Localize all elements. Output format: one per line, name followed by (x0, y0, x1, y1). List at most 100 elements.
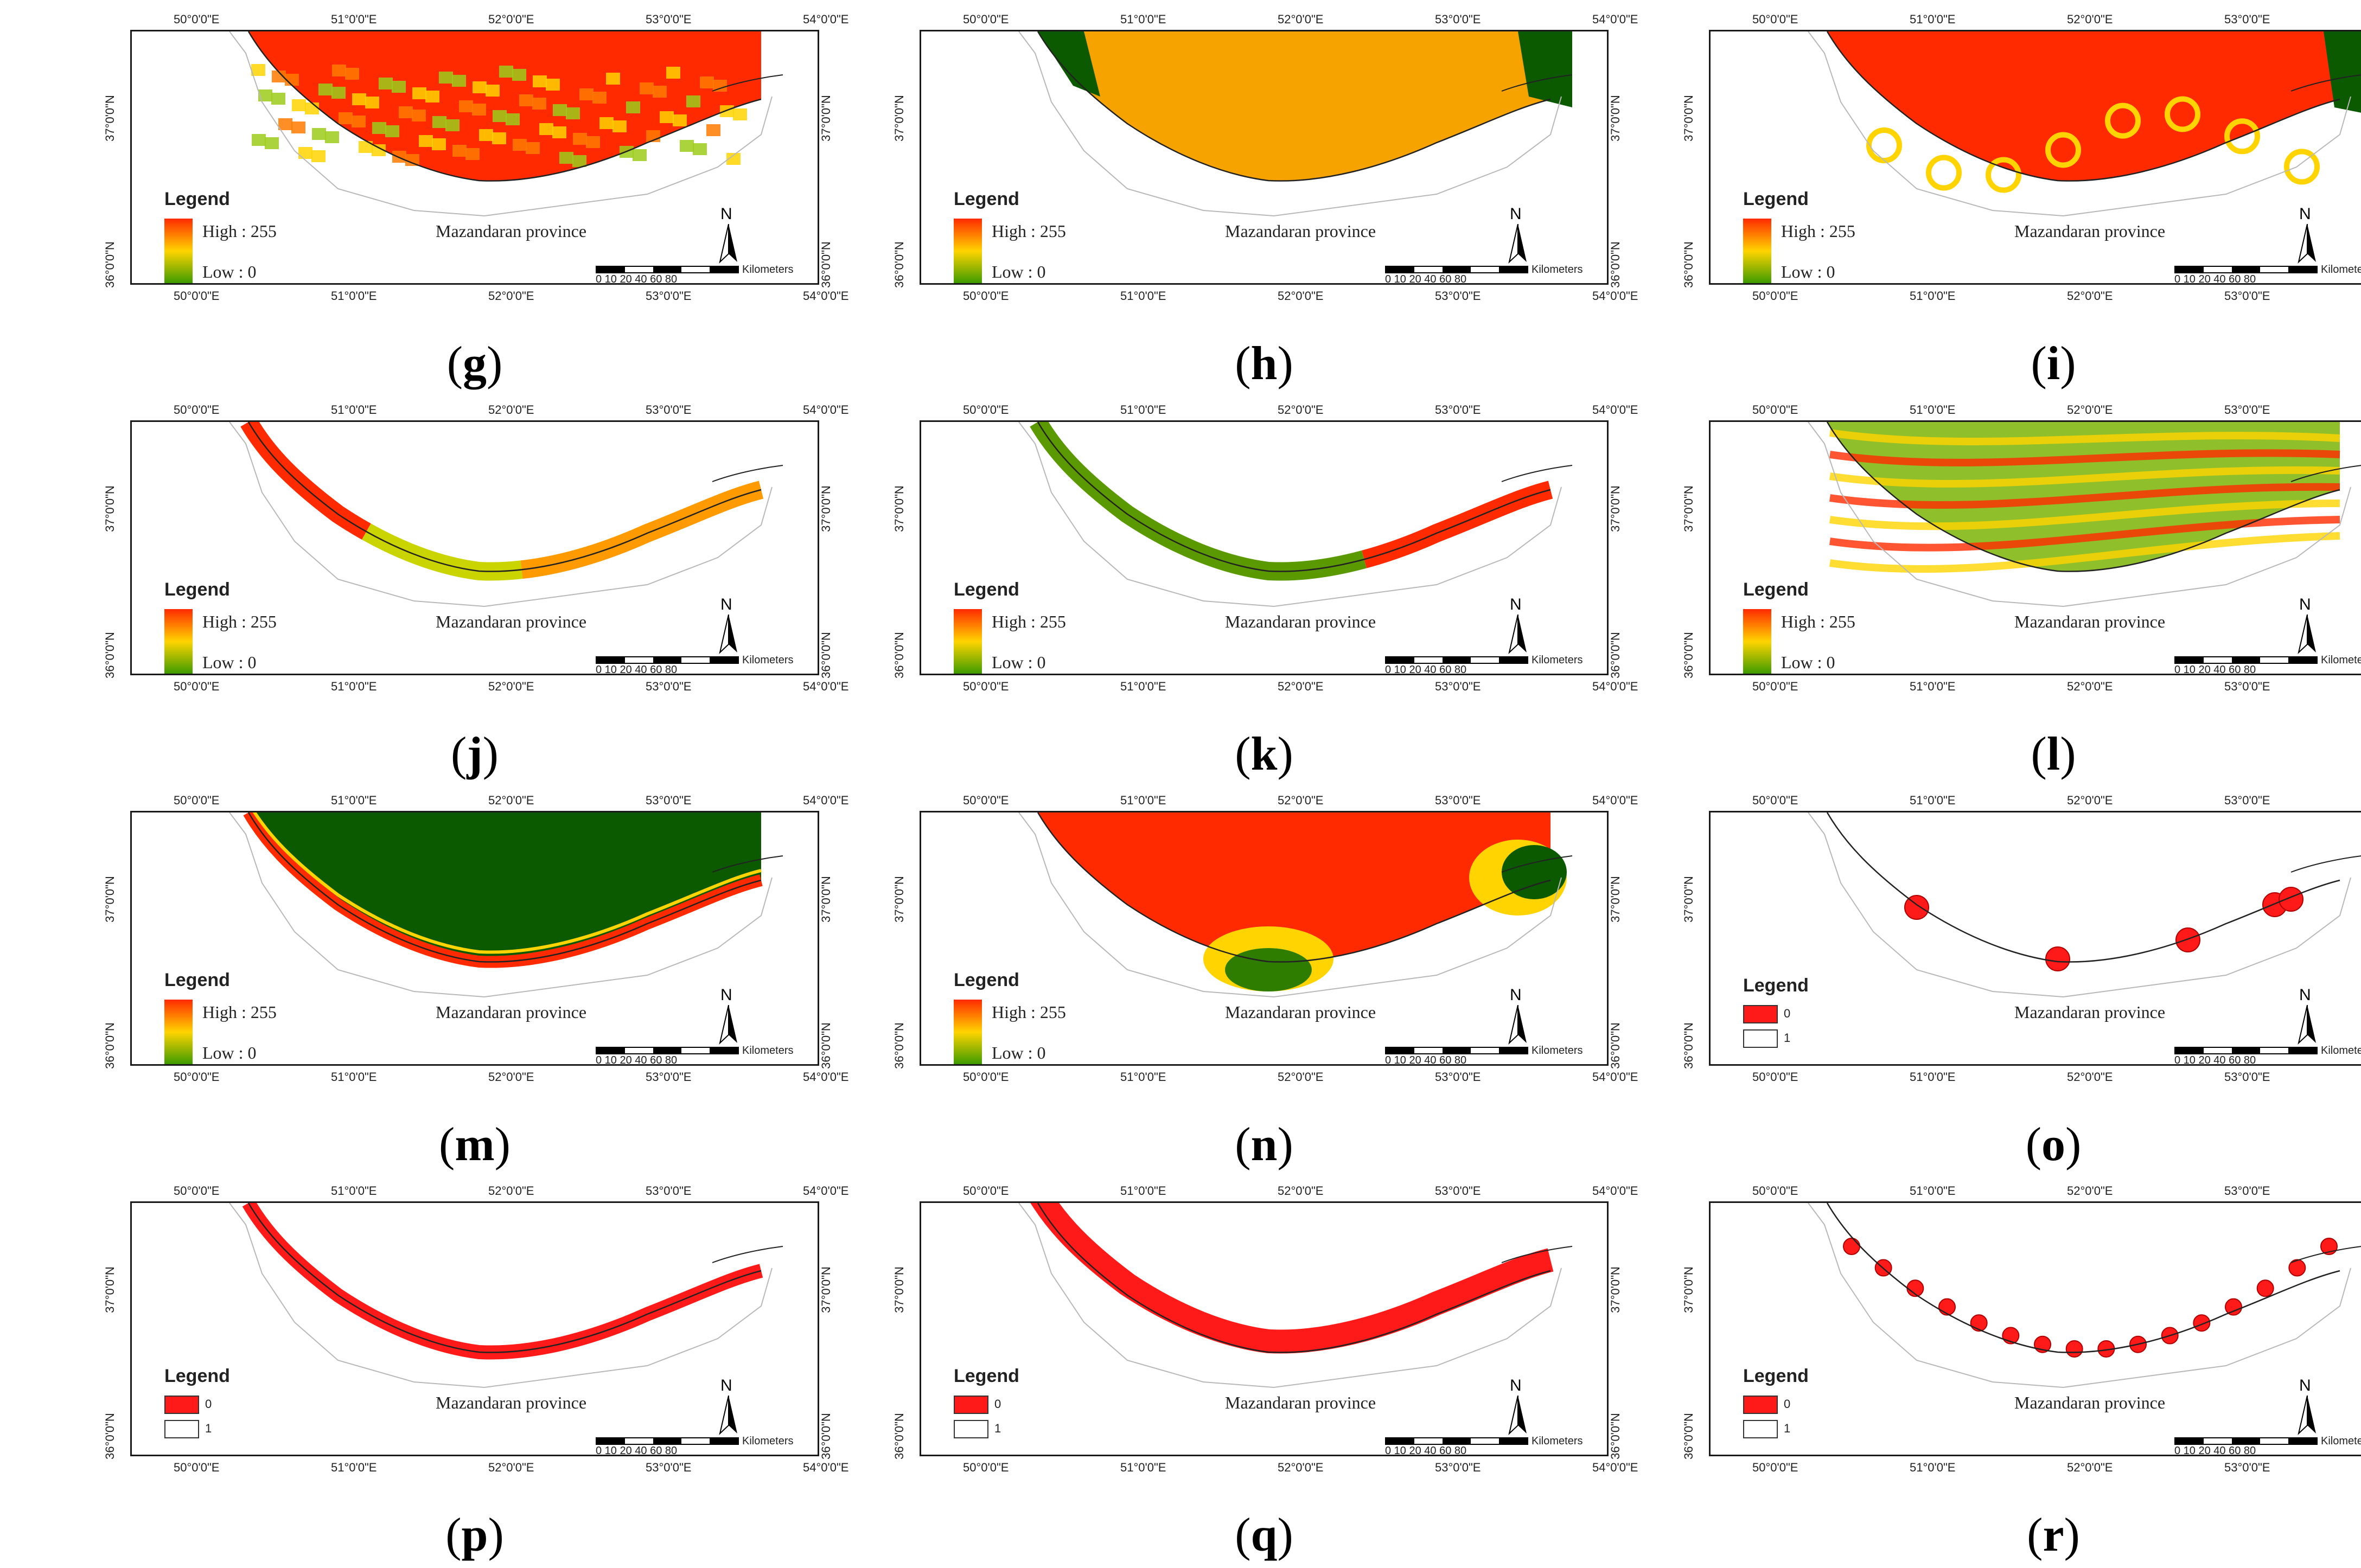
panel-label-h: (h) (1235, 337, 1293, 390)
scale-unit: Kilometers (742, 1045, 794, 1057)
lon-tick-top: 54°0'0"E (1592, 793, 1638, 807)
lon-tick-bottom: 52°0'0"E (1278, 1070, 1324, 1084)
legend-low: Low : 0 (202, 262, 257, 281)
lat-tick-left: 37°0'0"N (103, 95, 117, 142)
lon-tick-bottom: 54°0'0"E (1592, 680, 1638, 693)
lat-tick-right: 36°0'0"N (819, 632, 833, 679)
lon-tick-bottom: 50°0'0"E (174, 1070, 220, 1084)
province-border (1018, 422, 1562, 607)
lat-tick-right: 36°0'0"N (819, 1413, 833, 1460)
lon-tick-bottom: 51°0'0"E (331, 289, 377, 303)
lat-tick-left: 36°0'0"N (1681, 1022, 1695, 1069)
legend-title: Legend (954, 189, 1019, 209)
lon-tick-bottom: 51°0'0"E (331, 1070, 377, 1084)
scale-ticks: 0 10 20 40 60 80 (596, 1054, 678, 1066)
panel-label-n: (n) (1235, 1118, 1293, 1171)
legend-low: Low : 0 (1781, 262, 1835, 281)
lon-tick-top: 53°0'0"E (1435, 403, 1481, 417)
province-border (229, 422, 773, 607)
lat-tick-left: 37°0'0"N (103, 1266, 117, 1313)
scale-bar (1385, 1047, 1528, 1054)
lon-tick-bottom: 51°0'0"E (1910, 680, 1956, 693)
lon-tick-top: 53°0'0"E (1435, 1184, 1481, 1198)
lon-tick-top: 51°0'0"E (1120, 1184, 1166, 1198)
north-label: N (1510, 205, 1522, 223)
legend-label-0: 0 (205, 1397, 212, 1411)
lon-tick-top: 52°0'0"E (488, 1184, 534, 1198)
legend-title: Legend (164, 189, 230, 209)
coastline (1037, 1203, 1551, 1353)
scale-bar (1385, 656, 1528, 664)
legend-high: High : 255 (992, 612, 1066, 631)
scale-bar (2174, 1047, 2318, 1054)
legend-high: High : 255 (202, 221, 277, 241)
lat-tick-left: 36°0'0"N (892, 241, 906, 288)
lat-tick-right: 36°0'0"N (1608, 632, 1622, 679)
legend-high: High : 255 (1781, 221, 1855, 241)
lon-tick-bottom: 50°0'0"E (174, 289, 220, 303)
lon-tick-bottom: 53°0'0"E (2224, 1461, 2270, 1474)
lon-tick-bottom: 53°0'0"E (1435, 1070, 1481, 1084)
lat-tick-right: 37°0'0"N (1608, 485, 1622, 532)
province-border (1018, 31, 1562, 217)
coastline (1037, 422, 1551, 572)
panel-label-q: (q) (1235, 1509, 1293, 1561)
panel-label-g: (g) (446, 337, 503, 390)
scale-ticks: 0 10 20 40 60 80 (2174, 1445, 2256, 1456)
lon-tick-bottom: 53°0'0"E (646, 680, 692, 693)
lon-tick-bottom: 51°0'0"E (1120, 289, 1166, 303)
lon-tick-top: 50°0'0"E (963, 1184, 1009, 1198)
legend-high: High : 255 (202, 612, 277, 631)
scale-ticks: 0 10 20 40 60 80 (2174, 273, 2256, 285)
lon-tick-bottom: 50°0'0"E (1752, 1070, 1798, 1084)
lon-tick-top: 50°0'0"E (1752, 403, 1798, 417)
map-raster (240, 422, 764, 581)
lon-tick-top: 53°0'0"E (646, 12, 692, 26)
legend-swatch-1 (164, 1420, 199, 1438)
legend-color-ramp (164, 609, 193, 674)
scale-unit: Kilometers (742, 1435, 794, 1447)
map-raster (242, 1203, 763, 1360)
coastline (247, 31, 762, 182)
legend-swatch-1 (1743, 1420, 1778, 1438)
lon-tick-top: 51°0'0"E (331, 1184, 377, 1198)
lon-tick-bottom: 52°0'0"E (1278, 680, 1324, 693)
north-label: N (2299, 205, 2311, 223)
province-label: Mazandaran province (2014, 1002, 2166, 1022)
lon-tick-bottom: 54°0'0"E (803, 680, 849, 693)
lat-tick-left: 36°0'0"N (1681, 241, 1695, 288)
panel-label-l: (l) (2031, 728, 2076, 780)
scale-bar (596, 1047, 739, 1054)
lon-tick-bottom: 50°0'0"E (1752, 680, 1798, 693)
province-border (1808, 1203, 2351, 1388)
north-arrow-icon (1508, 615, 1527, 654)
legend-label-1: 1 (1784, 1031, 1791, 1045)
panel-label-i: (i) (2031, 337, 2076, 390)
scale-bar (2174, 656, 2318, 664)
scale-ticks: 0 10 20 40 60 80 (596, 664, 678, 675)
lon-tick-bottom: 52°0'0"E (2067, 289, 2113, 303)
legend-title: Legend (954, 579, 1019, 600)
legend-title: Legend (1743, 975, 1809, 996)
north-label: N (720, 986, 732, 1004)
lat-tick-right: 37°0'0"N (819, 95, 833, 142)
province-border (1808, 31, 2351, 217)
panel-label-m: (m) (439, 1118, 511, 1171)
scale-ticks: 0 10 20 40 60 80 (1385, 1445, 1467, 1456)
north-label: N (720, 596, 732, 613)
lat-tick-left: 37°0'0"N (103, 485, 117, 532)
coastline (247, 812, 762, 963)
lon-tick-top: 50°0'0"E (1752, 793, 1798, 807)
legend-label-0: 0 (994, 1397, 1001, 1411)
coastline (1826, 31, 2340, 182)
scale-bar (596, 656, 739, 664)
province-label: Mazandaran province (1225, 221, 1376, 241)
legend-title: Legend (164, 1366, 230, 1386)
coastline (247, 422, 762, 572)
lon-tick-top: 52°0'0"E (2067, 793, 2113, 807)
lat-tick-right: 37°0'0"N (819, 876, 833, 923)
scale-unit: Kilometers (2321, 654, 2361, 666)
lat-tick-right: 37°0'0"N (819, 485, 833, 532)
map-raster (1030, 1203, 1554, 1354)
lon-tick-top: 51°0'0"E (1120, 403, 1166, 417)
